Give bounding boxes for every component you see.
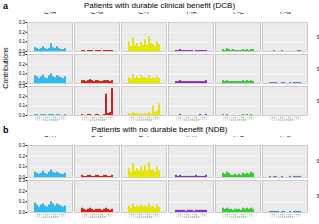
- svg-text:T.T: T.T: [205, 116, 208, 120]
- svg-text:0.1: 0.1: [19, 103, 26, 108]
- html-text:a: a: [3, 1, 8, 11]
- svg-text:0.2: 0.2: [19, 94, 26, 99]
- svg-text:0.0: 0.0: [19, 113, 26, 118]
- svg-text:0.0: 0.0: [19, 210, 26, 215]
- svg-text:0.3: 0.3: [19, 84, 26, 89]
- svg-text:0.3: 0.3: [19, 178, 26, 183]
- html-text:Patients with no durable benef: Patients with no durable benefit (NDB): [91, 125, 228, 134]
- svg-text:0.2: 0.2: [19, 62, 26, 67]
- svg-text:S2: S2: [317, 193, 319, 199]
- svg-text:S1: S1: [317, 34, 319, 40]
- svg-text:0.3: 0.3: [19, 20, 26, 25]
- svg-text:0.1: 0.1: [19, 164, 26, 169]
- svg-text:T.T: T.T: [299, 116, 302, 120]
- svg-text:T.T: T.T: [64, 116, 67, 120]
- html-text:b: b: [3, 125, 9, 135]
- svg-text:S3: S3: [317, 98, 319, 104]
- svg-text:0.1: 0.1: [19, 39, 26, 44]
- svg-text:S2: S2: [317, 66, 319, 72]
- svg-text:T.T: T.T: [252, 213, 255, 217]
- svg-text:T>C: T>C: [232, 12, 244, 15]
- svg-text:T.T: T.T: [111, 213, 114, 217]
- svg-text:T.T: T.T: [299, 213, 302, 217]
- svg-text:T>A: T>A: [185, 12, 196, 15]
- svg-text:0.2: 0.2: [19, 189, 26, 194]
- svg-text:0.3: 0.3: [19, 52, 26, 57]
- svg-text:T>G: T>G: [279, 12, 291, 15]
- svg-text:T.T: T.T: [158, 116, 161, 120]
- svg-text:C>A: C>A: [44, 12, 56, 15]
- svg-text:T>C: T>C: [232, 136, 244, 138]
- svg-text:T.T: T.T: [158, 213, 161, 217]
- svg-text:T.T: T.T: [252, 116, 255, 120]
- html-text:Patients with durable clinical: Patients with durable clinical benefit (…: [83, 1, 236, 10]
- html-text:Contributions: Contributions: [1, 47, 9, 89]
- svg-text:0.1: 0.1: [19, 71, 26, 76]
- svg-text:0.1: 0.1: [19, 199, 26, 204]
- svg-text:S1: S1: [317, 158, 319, 164]
- svg-text:T>A: T>A: [185, 136, 196, 138]
- svg-text:0.3: 0.3: [19, 143, 26, 148]
- svg-text:0.2: 0.2: [19, 154, 26, 159]
- svg-text:T.T: T.T: [205, 213, 208, 217]
- svg-text:C>G: C>G: [91, 136, 104, 138]
- svg-text:T.T: T.T: [64, 213, 67, 217]
- svg-text:T.T: T.T: [111, 116, 114, 120]
- svg-text:C>A: C>A: [44, 136, 56, 138]
- svg-text:T>G: T>G: [279, 136, 291, 138]
- svg-text:0.2: 0.2: [19, 30, 26, 35]
- svg-text:C>G: C>G: [91, 12, 104, 15]
- svg-text:C>T: C>T: [138, 12, 150, 15]
- svg-text:C>T: C>T: [138, 136, 150, 138]
